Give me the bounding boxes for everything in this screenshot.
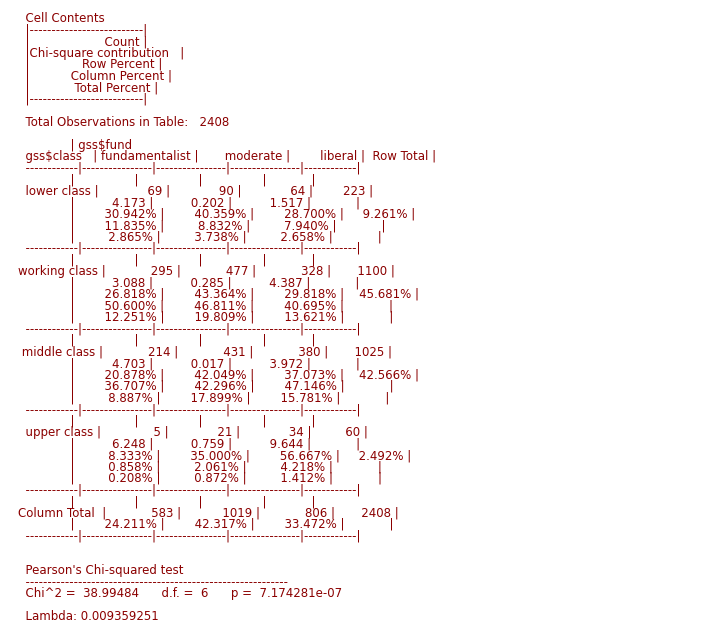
Text: |          4.703 |          0.017 |          3.972 |            |: | 4.703 | 0.017 | 3.972 | |	[18, 357, 360, 370]
Text: ------------|----------------|----------------|----------------|------------|: ------------|----------------|----------…	[18, 242, 361, 255]
Text: ------------|----------------|----------------|----------------|------------|: ------------|----------------|----------…	[18, 322, 361, 336]
Text: |        11.835% |         8.832% |         7.940% |            |: | 11.835% | 8.832% | 7.940% | |	[18, 219, 385, 232]
Text: |         0.858% |         2.061% |         4.218% |            |: | 0.858% | 2.061% | 4.218% | |	[18, 461, 382, 473]
Text: |         2.865% |         3.738% |         2.658% |            |: | 2.865% | 3.738% | 2.658% | |	[18, 230, 382, 244]
Text: | gss$fund: | gss$fund	[18, 138, 132, 151]
Text: |        20.878% |        42.049% |        37.073% |    42.566% |: | 20.878% | 42.049% | 37.073% | 42.566% …	[18, 369, 419, 382]
Text: |          4.173 |          0.202 |          1.517 |            |: | 4.173 | 0.202 | 1.517 | |	[18, 196, 360, 209]
Text: |        26.818% |        43.364% |        29.818% |    45.681% |: | 26.818% | 43.364% | 29.818% | 45.681% …	[18, 288, 419, 301]
Text: |        30.942% |        40.359% |        28.700% |     9.261% |: | 30.942% | 40.359% | 28.700% | 9.261% |	[18, 207, 416, 221]
Text: |                |                |                |            |: | | | | |	[18, 173, 315, 186]
Text: |            Total Percent |: | Total Percent |	[18, 81, 158, 94]
Text: Total Observations in Table:   2408: Total Observations in Table: 2408	[18, 115, 230, 128]
Text: |--------------------------|: |--------------------------|	[18, 93, 147, 105]
Text: ------------|----------------|----------------|----------------|------------|: ------------|----------------|----------…	[18, 484, 361, 496]
Text: |        36.707% |        42.296% |        47.146% |            |: | 36.707% | 42.296% | 47.146% | |	[18, 380, 394, 393]
Text: |        50.600% |        46.811% |        40.695% |            |: | 50.600% | 46.811% | 40.695% | |	[18, 299, 393, 313]
Text: |--------------------------|: |--------------------------|	[18, 24, 147, 36]
Text: Column Total  |            583 |           1019 |            806 |       2408 |: Column Total | 583 | 1019 | 806 | 2408 |	[18, 507, 399, 519]
Text: Chi^2 =  38.99484      d.f. =  6      p =  7.174281e-07: Chi^2 = 38.99484 d.f. = 6 p = 7.174281e-…	[18, 587, 342, 600]
Text: |              Row Percent |: | Row Percent |	[18, 58, 162, 71]
Text: ------------|----------------|----------------|----------------|------------|: ------------|----------------|----------…	[18, 403, 361, 416]
Text: |                |                |                |            |: | | | | |	[18, 253, 315, 267]
Text: Cell Contents: Cell Contents	[18, 12, 105, 25]
Text: Pearson's Chi-squared test: Pearson's Chi-squared test	[18, 564, 183, 577]
Text: |         8.333% |        35.000% |        56.667% |     2.492% |: | 8.333% | 35.000% | 56.667% | 2.492% |	[18, 449, 411, 462]
Text: lower class |             69 |             90 |             64 |        223 |: lower class | 69 | 90 | 64 | 223 |	[18, 184, 373, 198]
Text: upper class |              5 |             21 |             34 |         60 |: upper class | 5 | 21 | 34 | 60 |	[18, 426, 368, 439]
Text: |        12.251% |        19.809% |        13.621% |            |: | 12.251% | 19.809% | 13.621% | |	[18, 311, 393, 324]
Text: ------------------------------------------------------------: ----------------------------------------…	[18, 575, 288, 588]
Text: middle class |            214 |            431 |            380 |       1025 |: middle class | 214 | 431 | 380 | 1025 |	[18, 346, 392, 359]
Text: gss$class   | fundamentalist |       moderate |        liberal |  Row Total |: gss$class | fundamentalist | moderate | …	[18, 150, 436, 163]
Text: |         8.887% |        17.899% |        15.781% |            |: | 8.887% | 17.899% | 15.781% | |	[18, 392, 390, 404]
Text: |        24.211% |        42.317% |        33.472% |            |: | 24.211% | 42.317% | 33.472% | |	[18, 518, 394, 531]
Text: |                    Count |: | Count |	[18, 35, 147, 48]
Text: |           Column Percent |: | Column Percent |	[18, 70, 172, 82]
Text: |                |                |                |            |: | | | | |	[18, 334, 315, 347]
Text: |                |                |                |            |: | | | | |	[18, 495, 315, 508]
Text: ------------|----------------|----------------|----------------|------------|: ------------|----------------|----------…	[18, 161, 361, 175]
Text: working class |            295 |            477 |            328 |       1100 |: working class | 295 | 477 | 328 | 1100 |	[18, 265, 395, 278]
Text: |                |                |                |            |: | | | | |	[18, 415, 315, 427]
Text: Lambda: 0.009359251: Lambda: 0.009359251	[18, 610, 159, 623]
Text: |          3.088 |          0.285 |          4.387 |            |: | 3.088 | 0.285 | 4.387 | |	[18, 276, 359, 290]
Text: |Chi-square contribution   |: |Chi-square contribution |	[18, 47, 184, 59]
Text: |         0.208% |         0.872% |         1.412% |            |: | 0.208% | 0.872% | 1.412% | |	[18, 472, 382, 485]
Text: |          6.248 |          0.759 |          9.644 |            |: | 6.248 | 0.759 | 9.644 | |	[18, 438, 360, 450]
Text: ------------|----------------|----------------|----------------|------------|: ------------|----------------|----------…	[18, 530, 361, 542]
